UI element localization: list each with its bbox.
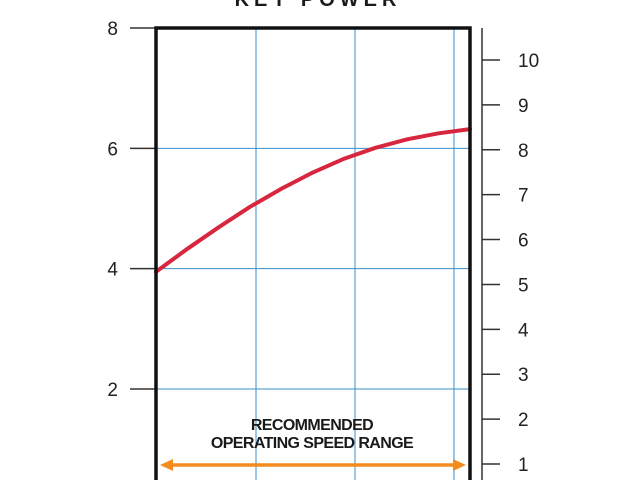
series-line bbox=[154, 127, 472, 274]
right-axis: 1 2 3 4 5 6 7 8 9 10 bbox=[481, 28, 539, 480]
right-tick-label: 5 bbox=[518, 275, 529, 296]
right-tick-label: 10 bbox=[518, 51, 539, 72]
chart-title-partial: KEY POWER bbox=[235, 0, 402, 11]
right-tick-label: 8 bbox=[518, 141, 529, 162]
arrow-head-right bbox=[453, 459, 466, 471]
right-tick-label: 4 bbox=[518, 320, 529, 341]
grid-lines bbox=[156, 28, 470, 480]
left-tick-label: 4 bbox=[107, 260, 118, 281]
annotation-line-2: OPERATING SPEED RANGE bbox=[211, 435, 414, 452]
arrow-head-left bbox=[160, 459, 173, 471]
right-tick-label: 2 bbox=[518, 410, 529, 431]
right-tick-label: 9 bbox=[518, 96, 529, 117]
operating-range-arrow bbox=[160, 459, 466, 471]
right-tick-label: 7 bbox=[518, 186, 529, 207]
right-tick-label: 3 bbox=[518, 365, 529, 386]
series-layer bbox=[154, 127, 472, 274]
left-tick-label: 6 bbox=[107, 139, 118, 160]
right-tick-label: 1 bbox=[518, 455, 529, 476]
annotation-line-1: RECOMMENDED bbox=[251, 417, 373, 434]
left-tick-label: 8 bbox=[107, 19, 118, 40]
left-axis: 2 4 6 8 bbox=[107, 19, 156, 401]
plot-frame bbox=[154, 26, 472, 480]
right-tick-label: 6 bbox=[518, 231, 529, 252]
left-tick-label: 2 bbox=[107, 380, 118, 401]
